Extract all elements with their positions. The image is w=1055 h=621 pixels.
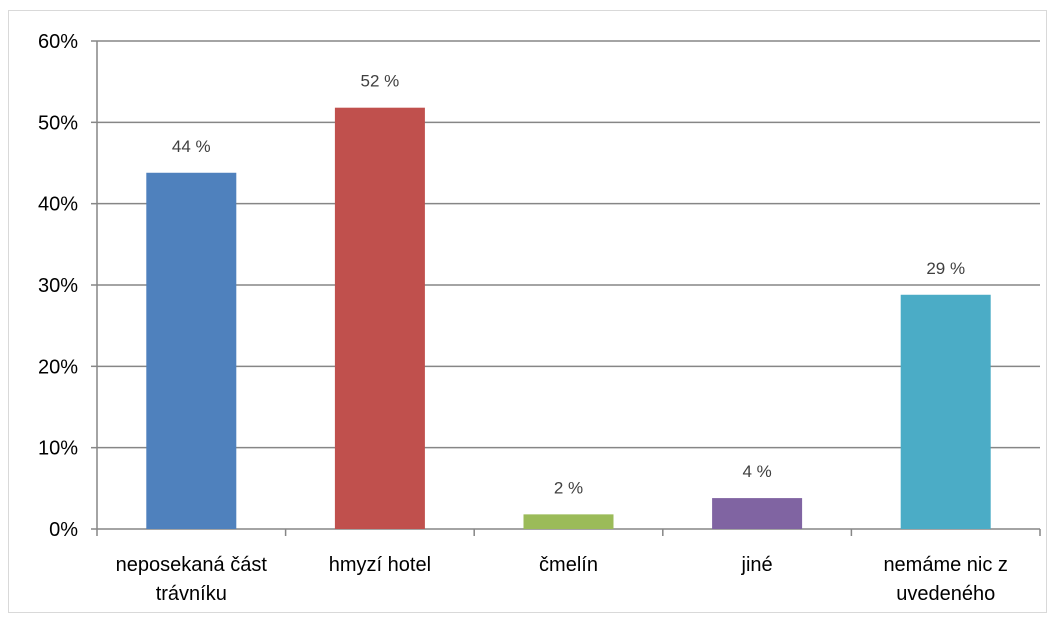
y-tick-label: 0% (49, 519, 78, 541)
x-category-label: jiné (741, 554, 773, 576)
y-tick-label: 40% (38, 194, 78, 216)
y-tick-label: 60% (38, 31, 78, 53)
y-tick-label: 10% (38, 438, 78, 460)
data-label: 2 % (554, 478, 583, 497)
x-category-label: čmelín (539, 554, 598, 576)
x-category-label: hmyzí hotel (329, 554, 431, 576)
data-label: 44 % (172, 137, 211, 156)
data-label: 4 % (742, 462, 771, 481)
data-label: 29 % (926, 259, 965, 278)
x-category-label: nemáme nic z (883, 554, 1008, 576)
y-tick-label: 50% (38, 112, 78, 134)
x-category-label: neposekaná část (116, 554, 268, 576)
bar (146, 172, 237, 529)
bar (900, 294, 991, 529)
x-category-label: uvedeného (896, 583, 995, 605)
y-tick-label: 30% (38, 275, 78, 297)
bar (523, 514, 614, 529)
bar (712, 498, 803, 529)
y-tick-label: 20% (38, 356, 78, 378)
data-labels: 44 % 52 % 2 % 4 % 29 % (172, 72, 965, 498)
x-axis-labels: neposekaná část trávníku hmyzí hotel čmelín… (116, 554, 1008, 605)
x-category-label: trávníku (156, 583, 227, 605)
bars (146, 107, 991, 530)
y-axis-ticks: 0% 10% 20% 30% 40% 50% 60% (38, 31, 78, 541)
data-label: 52 % (361, 72, 400, 91)
bar (334, 107, 425, 530)
gridlines (97, 40, 1040, 449)
